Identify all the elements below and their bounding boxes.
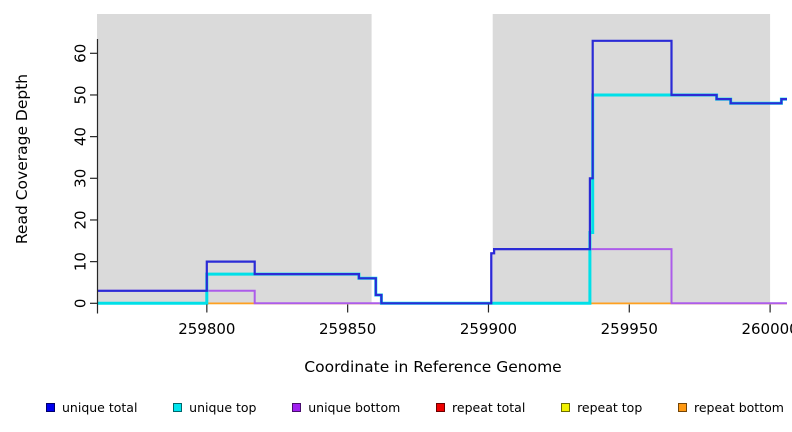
legend-swatch-unique-top — [173, 402, 183, 412]
series-line-unique-total — [97, 39, 787, 305]
background-band — [492, 14, 771, 304]
background-band — [97, 14, 372, 304]
x-axis-label: Coordinate in Reference Genome — [304, 358, 561, 376]
x-tick-label: 259950 — [601, 320, 658, 338]
x-tick-label: 259850 — [319, 320, 376, 338]
x-tick-label: 259900 — [460, 320, 517, 338]
legend-item-repeat-total: repeat total — [436, 400, 525, 415]
x-tick-label: 260000 — [741, 320, 792, 338]
y-tick-label: 0 — [72, 299, 90, 309]
legend-swatch-repeat-total — [436, 402, 446, 412]
legend-item-unique-bottom: unique bottom — [292, 400, 400, 415]
legend-label-unique-bottom: unique bottom — [308, 399, 401, 415]
y-tick-label: 50 — [72, 85, 90, 104]
y-tick-label: 30 — [72, 169, 90, 188]
y-tick-label: 20 — [72, 210, 90, 229]
x-tick-label: 259800 — [178, 320, 235, 338]
legend-swatch-repeat-top — [561, 402, 571, 412]
y-axis-label: Read Coverage Depth — [13, 74, 31, 244]
legend-item-unique-top: unique top — [173, 400, 256, 415]
legend-item-repeat-top: repeat top — [561, 400, 642, 415]
legend-label-repeat-bottom: repeat bottom — [694, 399, 784, 415]
legend-label-repeat-top: repeat top — [577, 399, 643, 415]
chart-legend: unique total unique top unique bottom repea… — [46, 396, 784, 418]
legend-item-unique-total: unique total — [46, 400, 137, 415]
legend-swatch-repeat-bottom — [678, 402, 687, 412]
legend-label-unique-total: unique total — [62, 399, 138, 415]
legend-label-repeat-total: repeat total — [452, 399, 526, 415]
chart-bands — [97, 14, 771, 304]
legend-swatch-unique-bottom — [292, 402, 302, 412]
chart-axes: 0 10 20 30 40 50 60 259800 259850 259900 259950 260… — [72, 39, 792, 338]
y-tick-label: 10 — [72, 252, 90, 271]
legend-swatch-unique-total — [46, 402, 55, 412]
legend-item-repeat-bottom: repeat bottom — [678, 400, 784, 415]
y-tick-label: 40 — [72, 127, 90, 146]
legend-label-unique-top: unique top — [189, 399, 257, 415]
y-tick-label: 60 — [72, 44, 90, 63]
chart-series — [97, 39, 787, 305]
